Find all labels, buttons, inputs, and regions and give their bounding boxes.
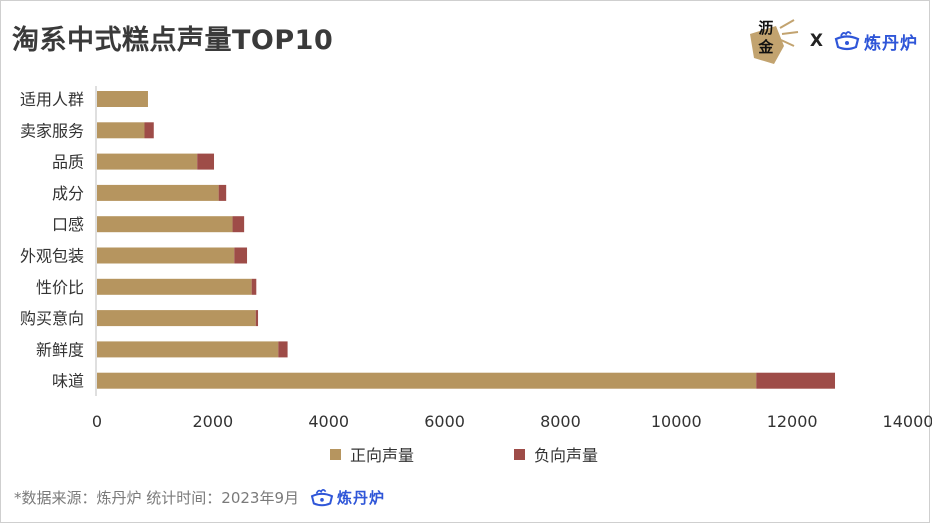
bar-positive: [97, 247, 235, 264]
bar-negative: [218, 184, 227, 201]
legend-label-negative: 负向声量: [534, 446, 599, 465]
legend-item-negative: 负向声量: [514, 442, 598, 466]
x-tick-label: 12000: [767, 412, 818, 431]
x-tick-label: 6000: [424, 412, 465, 431]
x-tick-label: 10000: [651, 412, 702, 431]
legend-swatch-positive: [330, 448, 341, 460]
bar-positive: [97, 310, 256, 327]
footer: *数据来源：炼丹炉 统计时间：2023年9月 炼丹炉: [14, 487, 385, 508]
liqin-logo: 沥金: [746, 16, 800, 66]
x-tick-label: 8000: [540, 412, 581, 431]
cauldron-icon: [834, 31, 860, 51]
category-label: 新鲜度: [36, 340, 84, 359]
cauldron-icon: [310, 488, 334, 506]
x-tick-label: 0: [92, 412, 102, 431]
brand-logo-text: 炼丹炉: [864, 33, 918, 54]
x-tick-label: 14000: [883, 412, 932, 431]
category-label: 性价比: [36, 278, 84, 297]
bar-negative: [197, 153, 215, 170]
bar-positive: [97, 216, 233, 233]
bar-negative: [255, 310, 259, 327]
bar-negative: [251, 278, 257, 295]
legend-swatch-negative: [514, 448, 526, 460]
bar-positive: [97, 122, 145, 139]
bar-positive: [97, 341, 279, 358]
category-label: 外观包装: [20, 247, 84, 266]
bar-negative: [278, 341, 288, 358]
bar-negative: [234, 247, 248, 264]
liqin-logo-text: 沥金: [758, 19, 774, 56]
x-tick-label: 4000: [308, 412, 349, 431]
category-label: 成分: [52, 184, 84, 203]
bar-positive: [97, 184, 219, 201]
legend-item-positive: 正向声量: [330, 442, 414, 466]
bar-positive: [97, 91, 148, 107]
x-tick-label: 2000: [192, 412, 233, 431]
category-label: 口感: [52, 215, 84, 234]
bar-negative: [232, 216, 245, 233]
footer-logo-text: 炼丹炉: [337, 489, 386, 507]
bar-negative: [756, 372, 836, 389]
chart-legend: 正向声量 负向声量: [330, 442, 598, 466]
category-label: 卖家服务: [20, 121, 84, 140]
chart-title: 淘系中式糕点声量TOP10: [12, 25, 334, 56]
liqin-logo-mark-icon: [749, 19, 799, 64]
category-label: 适用人群: [20, 90, 84, 109]
category-label: 品质: [52, 153, 84, 172]
brand-area: 沥金 X 炼丹炉: [746, 16, 918, 66]
footer-logo: 炼丹炉: [309, 487, 385, 508]
bar-positive: [97, 372, 757, 389]
category-label: 味道: [52, 372, 84, 391]
data-source-note: *数据来源：炼丹炉 统计时间：2023年9月: [14, 489, 299, 507]
bar-positive: [97, 278, 252, 295]
category-label: 购买意向: [20, 309, 84, 328]
brand-logo: 炼丹炉: [833, 29, 918, 54]
bar-negative: [144, 122, 154, 139]
collab-cross: X: [809, 31, 823, 51]
bar-positive: [97, 153, 198, 170]
legend-label-positive: 正向声量: [350, 446, 415, 465]
